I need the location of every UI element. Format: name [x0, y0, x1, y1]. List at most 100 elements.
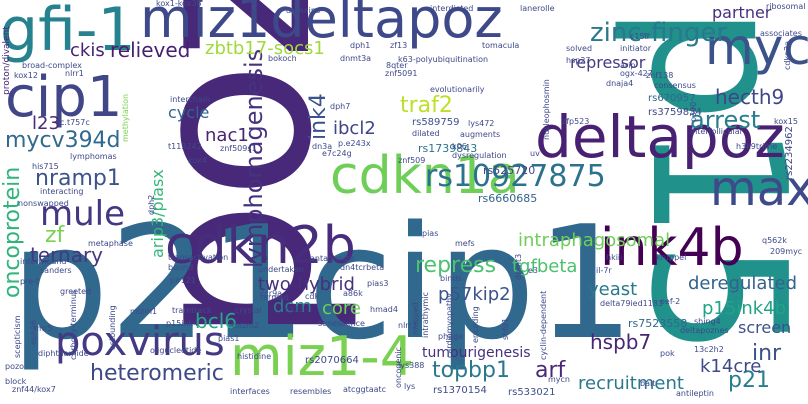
cloud-word-interfollicular: interfollicular	[690, 127, 743, 136]
cloud-word-p15ink4: p15ink4	[166, 319, 199, 328]
cloud-word-intermound: intermound	[20, 257, 67, 266]
cloud-word-mizm1: mizm1	[130, 307, 158, 316]
cloud-word-cdk: cdk	[305, 292, 320, 301]
cloud-word-dn3a: dn3a	[312, 142, 333, 151]
cloud-word-pias1: pias1	[218, 334, 240, 343]
cloud-word-dysregulation: dysregulation	[452, 151, 507, 160]
cloud-word-associates: associates	[760, 29, 802, 38]
cloud-word-nlrr3: nlrr3	[398, 321, 417, 330]
cloud-word-rs3759834: rs3759834	[648, 107, 702, 118]
cloud-word-arrest: arrest	[690, 106, 761, 134]
cloud-word-interdicted: interdicted	[430, 4, 474, 13]
cloud-word-miz1deltapoz: miz1deltapoz	[140, 0, 503, 50]
cloud-word-scepticism: scepticism	[13, 315, 22, 358]
cloud-word-nac1: nac1	[205, 125, 249, 146]
cloud-word-traf2: traf2	[400, 93, 453, 118]
cloud-word-dcm: dcm	[273, 296, 312, 317]
cloud-word-c-t757c: c.t757c	[60, 118, 90, 127]
cloud-word-termed: termed	[260, 293, 289, 302]
cloud-word-yeast: yeast	[588, 279, 638, 300]
cloud-word-e3: e3	[528, 266, 539, 275]
cloud-word-rs7523558: rs7523558	[628, 317, 688, 330]
cloud-word-pias: pias	[422, 229, 439, 238]
cloud-word-rs10927875: rs10927875	[425, 159, 606, 194]
cloud-word-hsp27: hsp27	[566, 56, 591, 65]
cloud-word-pre-t: pre-t	[20, 277, 40, 286]
cloud-word-interchain: interchain	[170, 95, 211, 104]
cloud-word-core: core	[322, 298, 361, 319]
cloud-word-cdkn2b: cdkn2b	[165, 216, 356, 276]
cloud-word-tgfbeta: tgfbeta	[512, 256, 578, 277]
cloud-word-znf509s1: znf509s1	[220, 144, 257, 153]
cloud-word-his715: his715	[32, 162, 59, 171]
cloud-word-ink4: ink4	[306, 93, 331, 140]
cloud-word-il-7r: il-7r	[596, 266, 612, 275]
cloud-word-atcggtaatc: atcggtaatc	[343, 385, 387, 394]
cloud-word-p300: p300	[689, 101, 698, 122]
cloud-word-deregulated: deregulated	[688, 273, 798, 294]
cloud-word-cycle: cycle	[168, 103, 210, 122]
cloud-word-lys472: lys472	[468, 119, 495, 128]
cloud-word-encoding: encoding	[471, 306, 480, 343]
cloud-word-methylation: methylation	[121, 93, 130, 142]
cloud-word-undertaken: undertaken	[258, 265, 304, 274]
cloud-word-8qter: 8qter	[386, 61, 408, 70]
cloud-word-znf138: znf138	[646, 71, 674, 80]
cloud-word-e7c24g: e7c24g	[322, 149, 352, 158]
cloud-word-ogx-427: ogx-427	[620, 69, 653, 78]
cloud-word-k63-polyubiquitination: k63-polyubiquitination	[398, 55, 489, 64]
cloud-word-relieved: relieved	[110, 38, 191, 62]
cloud-word-augments: augments	[460, 130, 501, 139]
cloud-word-rs589759: rs589759	[412, 117, 460, 128]
cloud-word-dph7: dph7	[330, 102, 351, 111]
cloud-word-lymphomas: lymphomas	[70, 152, 117, 161]
cloud-word-dilated: dilated	[412, 129, 440, 138]
cloud-word-znf5091: znf5091	[385, 69, 418, 78]
cloud-word-ibcl2: ibcl2	[333, 118, 376, 139]
cloud-word-mycv394d: mycv394d	[5, 128, 121, 153]
cloud-word-proton-divalent: proton/divalent	[2, 26, 12, 95]
cloud-word-shfd1: shfd1	[501, 317, 510, 340]
cloud-word-consensus: consensus	[654, 81, 696, 90]
cloud-word-eef-2: eef-2	[660, 297, 681, 306]
cloud-word-l23: l23	[32, 113, 60, 134]
cloud-word-cyclin-dependent: cyclin-dependent	[539, 290, 548, 360]
cloud-word-znf509: znf509	[398, 156, 426, 165]
cloud-word-histidine: histidine	[237, 352, 272, 361]
cloud-word-repressor: repressor	[570, 53, 646, 72]
cloud-word-q562k: q562k	[762, 236, 787, 245]
cloud-word-p15ink4b: p15ink4b	[702, 298, 787, 319]
cloud-word-mapped: mapped	[411, 302, 420, 335]
cloud-word-epha6: epha6	[29, 319, 38, 345]
cloud-word-rs6660685: rs6660685	[478, 192, 538, 205]
cloud-word-rs525720: rs525720	[483, 164, 536, 177]
cloud-word-crystal: crystal	[235, 306, 262, 315]
cloud-word-phage: phage	[438, 332, 464, 341]
cloud-word-kox12: kox12	[14, 71, 38, 80]
cloud-word-nonswapped: nonswapped	[18, 199, 69, 208]
cloud-word-mycn: mycn	[548, 375, 570, 384]
cloud-word-rs2070664: rs2070664	[305, 355, 359, 366]
cloud-word-intraphagosomal: intraphagosomal	[518, 230, 671, 251]
cloud-word-delta79ied1183: delta79ied1183	[600, 299, 664, 308]
cloud-word-pias3: pias3	[367, 279, 389, 288]
cloud-word-lanerolle: lanerolle	[520, 4, 555, 13]
cloud-word-broad-complex: broad-complex	[22, 61, 82, 70]
cloud-word-dnmt3: dnmt3	[514, 253, 523, 280]
cloud-word-mule: mule	[40, 194, 126, 234]
cloud-word-miz1-4: miz1-4	[230, 325, 415, 388]
cloud-word-mizm2: mizm2	[232, 321, 260, 330]
cloud-word-evolutionarily: evolutionarily	[430, 85, 485, 94]
cloud-word-heteromeric: heteromeric	[90, 361, 224, 386]
cloud-word-repress: repress	[415, 253, 497, 278]
cloud-word-dnmt3a: dnmt3a	[340, 54, 372, 63]
cloud-word-zf: zf	[45, 223, 65, 248]
cloud-word-pok: pok	[660, 349, 675, 358]
cloud-word-p-e243x: p.e243x	[338, 139, 371, 148]
cloud-word-arip: arip	[620, 61, 636, 70]
cloud-word-bcl6: bcl6	[195, 309, 237, 333]
cloud-word-znf44-kox7: znf44/kox7	[12, 385, 56, 394]
cloud-word-rs1370154: rs1370154	[433, 385, 487, 396]
cloud-word-dph1: dph1	[350, 41, 371, 50]
cloud-word-rs533021: rs533021	[508, 387, 556, 398]
